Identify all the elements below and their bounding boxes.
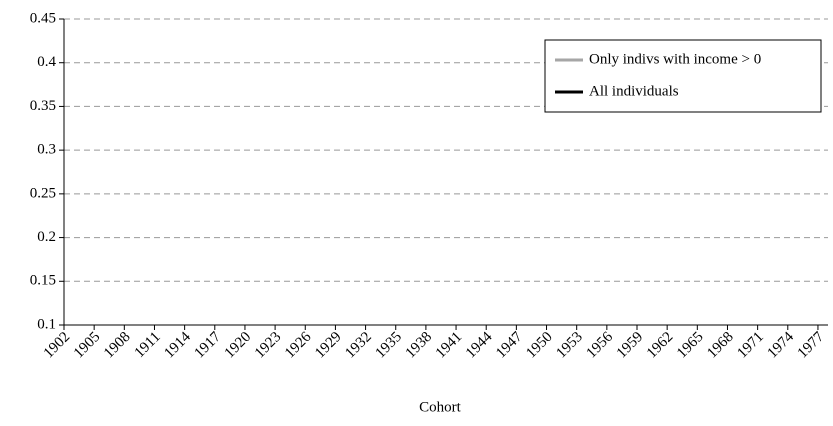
x-tick-label: 1968: [704, 329, 737, 362]
x-tick-label: 1959: [614, 329, 647, 362]
x-tick-label: 1932: [342, 329, 375, 362]
y-tick-label: 0.4: [37, 54, 56, 70]
y-tick-label: 0.45: [30, 10, 56, 26]
x-axis-title: Cohort: [419, 399, 462, 415]
x-tick-label: 1908: [101, 329, 134, 362]
y-tick-label: 0.15: [30, 273, 56, 289]
x-tick-label: 1977: [795, 329, 828, 362]
x-tick-label: 1911: [132, 329, 164, 361]
x-tick-label: 1947: [493, 329, 526, 362]
y-tick-label: 0.1: [37, 316, 56, 332]
x-tick-label: 1917: [192, 329, 225, 362]
x-tick-label: 1923: [252, 329, 285, 362]
x-tick-label: 1956: [584, 329, 617, 362]
y-tick-label: 0.25: [30, 185, 56, 201]
y-tick-label: 0.35: [30, 98, 56, 114]
y-tick-label: 0.2: [37, 229, 56, 245]
legend-label: All individuals: [589, 83, 679, 99]
x-tick-label: 1944: [463, 329, 496, 362]
x-tick-label: 1905: [71, 329, 104, 362]
x-tick-label: 1941: [433, 329, 466, 362]
x-tick-label: 1974: [765, 329, 798, 362]
x-tick-label: 1971: [734, 329, 767, 362]
x-tick-label: 1938: [403, 329, 436, 362]
x-tick-label: 1914: [161, 329, 194, 362]
legend-box: [544, 39, 822, 113]
x-tick-label: 1965: [674, 329, 707, 362]
x-tick-label: 1902: [41, 329, 74, 362]
x-tick-label: 1929: [312, 329, 345, 362]
legend-label: Only indivs with income > 0: [589, 51, 761, 67]
x-tick-label: 1920: [222, 329, 255, 362]
x-tick-label: 1935: [372, 329, 405, 362]
y-tick-label: 0.3: [37, 142, 56, 158]
x-tick-label: 1926: [282, 329, 315, 362]
x-tick-label: 1962: [644, 329, 677, 362]
x-tick-label: 1950: [523, 329, 556, 362]
x-tick-label: 1953: [553, 329, 586, 362]
